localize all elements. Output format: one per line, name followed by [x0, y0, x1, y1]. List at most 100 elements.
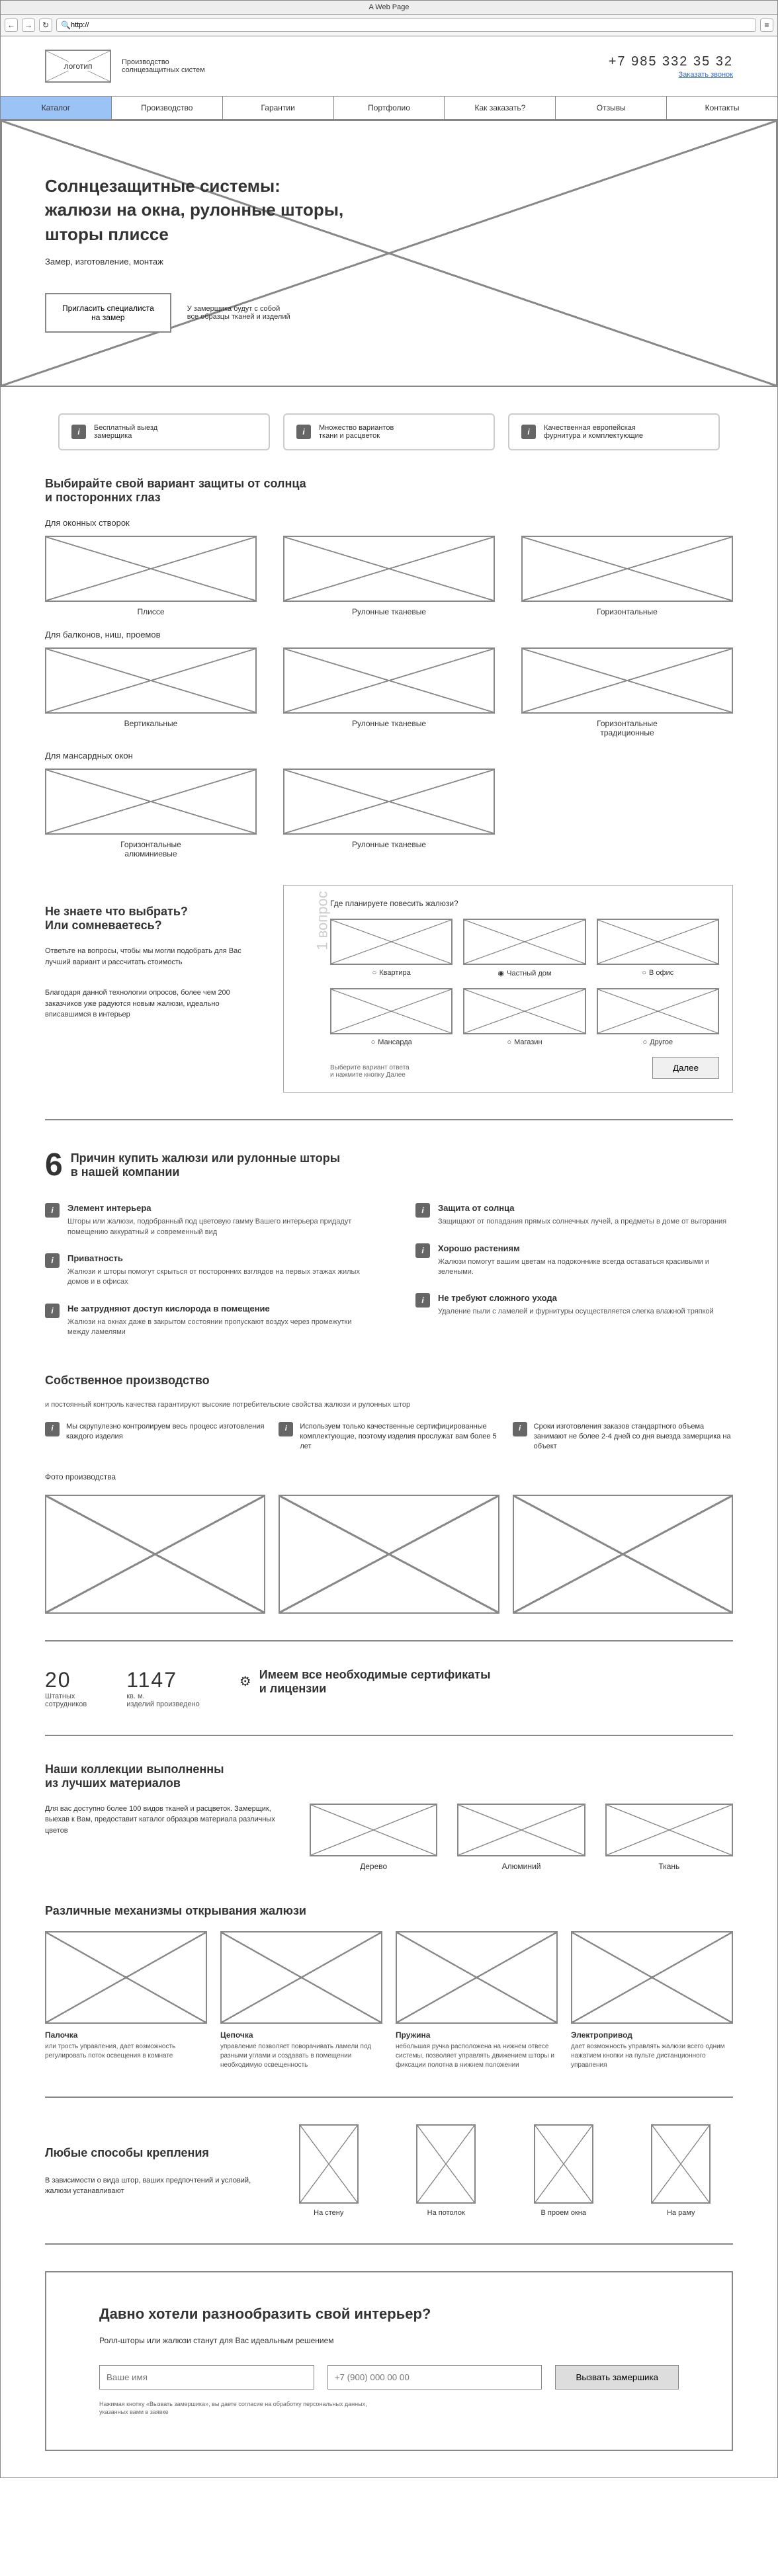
- browser-toolbar: ← → ↻ 🔍 ≡: [1, 15, 777, 36]
- reasons-number: 6: [45, 1147, 63, 1183]
- stat-area-label: кв. м. изделий произведено: [126, 1692, 200, 1708]
- logo-image: логотип: [45, 50, 111, 83]
- catalog-item[interactable]: Горизонтальные алюминиевые: [45, 769, 257, 858]
- materials-title: Наши коллекции выполненны из лучших мате…: [45, 1763, 733, 1790]
- info-icon: i: [415, 1293, 430, 1308]
- hero-note: У замерщика будут с собой все образцы тк…: [187, 305, 290, 321]
- production-photo: [279, 1495, 499, 1614]
- mechanisms-title: Различные механизмы открывания жалюзи: [45, 1904, 733, 1918]
- production-item: iСроки изготовления заказов стандартного…: [513, 1422, 733, 1452]
- catalog-item[interactable]: Рулонные тканевые: [283, 769, 495, 858]
- search-icon: 🔍: [61, 21, 71, 30]
- benefit-item: iПриватностьЖалюзи и шторы помогут скрыт…: [45, 1253, 363, 1288]
- material-item: Дерево: [310, 1804, 437, 1871]
- mechanism-item: Пружинанебольшая ручка расположена на ни…: [396, 1931, 558, 2070]
- mount-item: На раму: [629, 2124, 734, 2217]
- phone-input[interactable]: [327, 2365, 542, 2389]
- catalog-item[interactable]: Рулонные тканевые: [283, 647, 495, 737]
- cta-block: Давно хотели разнообразить свой интерьер…: [45, 2271, 733, 2451]
- catalog-subheading: Для мансардных окон: [45, 751, 733, 761]
- nav-item[interactable]: Гарантии: [223, 97, 334, 119]
- production-item: iИспользуем только качественные сертифиц…: [279, 1422, 499, 1452]
- info-icon: i: [296, 425, 311, 439]
- catalog-subheading: Для оконных створок: [45, 518, 733, 528]
- mechanism-item: Палочкаили трость управления, дает возмо…: [45, 1931, 207, 2070]
- stat-employees-num: 20: [45, 1668, 87, 1692]
- header: логотип Производство солнцезащитных сист…: [45, 36, 733, 96]
- quiz-next-button[interactable]: Далее: [652, 1057, 719, 1079]
- name-input[interactable]: [99, 2365, 314, 2389]
- forward-button[interactable]: →: [22, 19, 35, 32]
- feature-box: iБесплатный выезд замерщика: [58, 413, 270, 450]
- nav-item[interactable]: Как заказать?: [445, 97, 556, 119]
- catalog-item[interactable]: Плиссе: [45, 536, 257, 616]
- catalog-item[interactable]: Горизонтальные традиционные: [521, 647, 733, 737]
- quiz-step: 1 вопрос: [314, 891, 331, 950]
- material-item: Алюминий: [457, 1804, 585, 1871]
- quiz-option[interactable]: ○В офис: [597, 919, 719, 977]
- info-icon: i: [521, 425, 536, 439]
- quiz-hint: Выберите вариант ответа и нажмите кнопку…: [330, 1064, 410, 1079]
- feature-box: iКачественная европейская фурнитура и ко…: [508, 413, 720, 450]
- quiz-option[interactable]: ○Квартира: [330, 919, 453, 977]
- mount-item: В проем окна: [511, 2124, 616, 2217]
- catalog-item[interactable]: Вертикальные: [45, 647, 257, 737]
- nav-item[interactable]: Производство: [112, 97, 223, 119]
- benefit-item: iЭлемент интерьераШторы или жалюзи, подо…: [45, 1203, 363, 1237]
- production-item: iМы скрупулезно контролируем весь процес…: [45, 1422, 265, 1452]
- quiz-box: 1 вопрос Где планируете повесить жалюзи?…: [283, 885, 733, 1093]
- info-icon: i: [279, 1422, 293, 1436]
- cta-sub: Ролл-шторы или жалюзи станут для Вас иде…: [99, 2336, 679, 2345]
- cta-title: Давно хотели разнообразить свой интерьер…: [99, 2306, 679, 2323]
- submit-button[interactable]: Вызвать замершика: [555, 2365, 679, 2389]
- nav-item[interactable]: Портфолио: [334, 97, 445, 119]
- gear-icon: ⚙: [239, 1673, 251, 1690]
- benefit-item: iЗащита от солнцаЗащищают от попадания п…: [415, 1203, 733, 1227]
- info-icon: i: [71, 425, 86, 439]
- back-button[interactable]: ←: [5, 19, 18, 32]
- stat-area-num: 1147: [126, 1668, 200, 1692]
- quiz-option[interactable]: ○Мансарда: [330, 988, 453, 1046]
- invite-specialist-button[interactable]: Пригласить специалиста на замер: [45, 293, 171, 333]
- cert-title: Имеем все необходимые сертификаты и лице…: [259, 1668, 491, 1696]
- benefit-item: iХорошо растениямЖалюзи помогут вашим цв…: [415, 1243, 733, 1278]
- mount-item: На потолок: [394, 2124, 499, 2217]
- hero-title: Солнцезащитные системы: жалюзи на окна, …: [45, 174, 733, 246]
- material-item: Ткань: [605, 1804, 733, 1871]
- catalog-item[interactable]: Рулонные тканевые: [283, 536, 495, 616]
- menu-button[interactable]: ≡: [760, 19, 773, 32]
- callback-link[interactable]: Заказать звонок: [679, 71, 733, 79]
- catalog-item[interactable]: Горизонтальные: [521, 536, 733, 616]
- browser-title: A Web Page: [1, 1, 777, 15]
- info-icon: i: [415, 1203, 430, 1218]
- quiz-left-title: Не знаете что выбрать? Или сомневаетесь?: [45, 905, 257, 933]
- reload-button[interactable]: ↻: [39, 19, 52, 32]
- mechanism-item: Цепочкауправление позволяет поворачивать…: [220, 1931, 382, 2070]
- benefit-item: iНе требуют сложного уходаУдаление пыли …: [415, 1293, 733, 1317]
- quiz-option[interactable]: ◉Частный дом: [463, 919, 585, 977]
- info-icon: i: [45, 1203, 60, 1218]
- mount-desc: В зависимости о вида штор, ваших предпоч…: [45, 2175, 257, 2197]
- url-input[interactable]: [71, 21, 752, 29]
- catalog-subheading: Для балконов, ниш, проемов: [45, 630, 733, 640]
- production-photo: [45, 1495, 265, 1614]
- production-sub: и постоянный контроль качества гарантиру…: [45, 1401, 733, 1409]
- url-bar[interactable]: 🔍: [56, 19, 756, 32]
- nav-item[interactable]: Отзывы: [556, 97, 667, 119]
- mount-item: На стену: [277, 2124, 381, 2217]
- feature-box: iМножество вариантов ткани и расцветок: [283, 413, 495, 450]
- catalog-title: Выбирайте свой вариант защиты от солнца …: [45, 477, 733, 505]
- hero-subtitle: Замер, изготовление, монтаж: [45, 257, 733, 267]
- production-title: Собственное производство: [45, 1374, 733, 1388]
- phone-number: +7 985 332 35 32: [609, 54, 733, 69]
- nav-item[interactable]: Каталог: [1, 97, 112, 119]
- cta-note: Нажимая кнопку «Вызвать замершика», вы д…: [99, 2400, 679, 2417]
- benefit-item: iНе затрудняют доступ кислорода в помеще…: [45, 1304, 363, 1338]
- quiz-option[interactable]: ○Магазин: [463, 988, 585, 1046]
- quiz-option[interactable]: ○Другое: [597, 988, 719, 1046]
- nav-item[interactable]: Контакты: [667, 97, 777, 119]
- reasons-title: Причин купить жалюзи или рулонные шторы …: [71, 1151, 340, 1179]
- info-icon: i: [513, 1422, 527, 1436]
- mechanism-item: Электроприводдает возможность управлять …: [571, 1931, 733, 2070]
- quiz-question: Где планируете повесить жалюзи?: [330, 899, 719, 908]
